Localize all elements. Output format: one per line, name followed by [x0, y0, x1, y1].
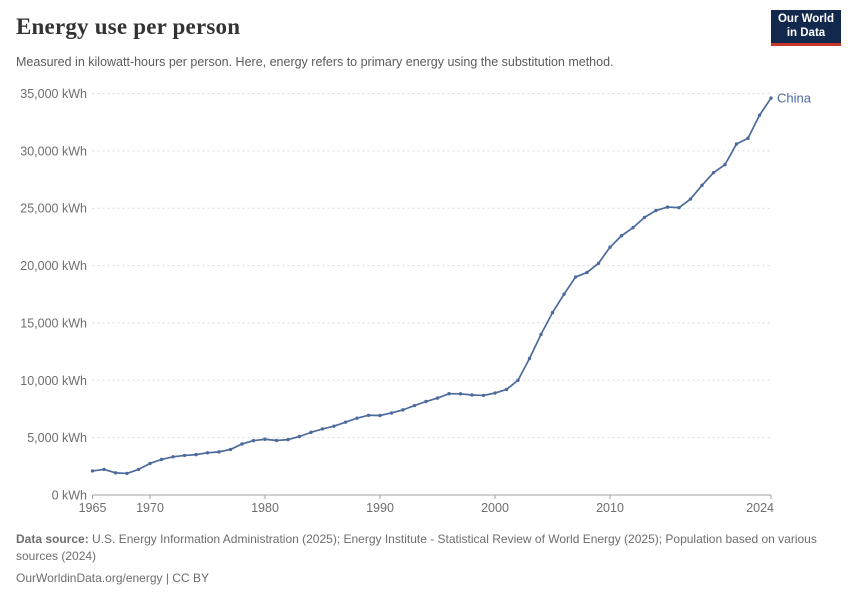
y-tick-label: 0 kWh: [52, 489, 87, 503]
x-tick-label: 2010: [596, 501, 624, 515]
y-tick-label: 5,000 kWh: [27, 431, 87, 445]
owid-logo[interactable]: Our World in Data: [771, 10, 841, 46]
owid-logo-line1: Our World: [777, 12, 834, 25]
y-tick-label: 10,000 kWh: [20, 374, 87, 388]
y-tick-label: 25,000 kWh: [20, 202, 87, 216]
chart-footer: Data source: U.S. Energy Information Adm…: [16, 531, 834, 587]
y-tick-label: 20,000 kWh: [20, 259, 87, 273]
line-series-china[interactable]: [91, 97, 772, 475]
x-tick-label: 1980: [251, 501, 279, 515]
x-tick-label: 2000: [481, 501, 509, 515]
data-source-line: Data source: U.S. Energy Information Adm…: [16, 531, 834, 565]
x-tick-label: 1970: [136, 501, 164, 515]
y-tick-label: 30,000 kWh: [20, 144, 87, 158]
y-axis-labels: 0 kWh 5,000 kWh 10,000 kWh 15,000 kWh 20,000…: [20, 87, 87, 503]
data-source-label: Data source:: [16, 532, 89, 546]
x-tick-label: 1965: [79, 501, 107, 515]
page-title: Energy use per person: [16, 14, 241, 39]
y-tick-label: 35,000 kWh: [20, 87, 87, 101]
owid-license-link[interactable]: OurWorldinData.org/energy | CC BY: [16, 571, 209, 586]
chart-subtitle: Measured in kilowatt-hours per person. H…: [16, 55, 614, 69]
series-label-china[interactable]: China: [777, 91, 812, 106]
x-axis-labels: 1965 1970 1980 1990 2000 2010 2024: [79, 501, 774, 515]
data-source-text: U.S. Energy Information Administration (…: [16, 532, 817, 564]
y-tick-label: 15,000 kWh: [20, 316, 87, 330]
energy-line-chart[interactable]: 0 kWh 5,000 kWh 10,000 kWh 15,000 kWh 20,000…: [0, 0, 850, 528]
y-gridlines: [92, 93, 771, 439]
x-tick-label: 1990: [366, 501, 394, 515]
owid-logo-line2: in Data: [786, 26, 826, 39]
x-tick-label: 2024: [746, 501, 774, 515]
x-axis: [92, 494, 772, 499]
data-points-china: [90, 96, 773, 476]
